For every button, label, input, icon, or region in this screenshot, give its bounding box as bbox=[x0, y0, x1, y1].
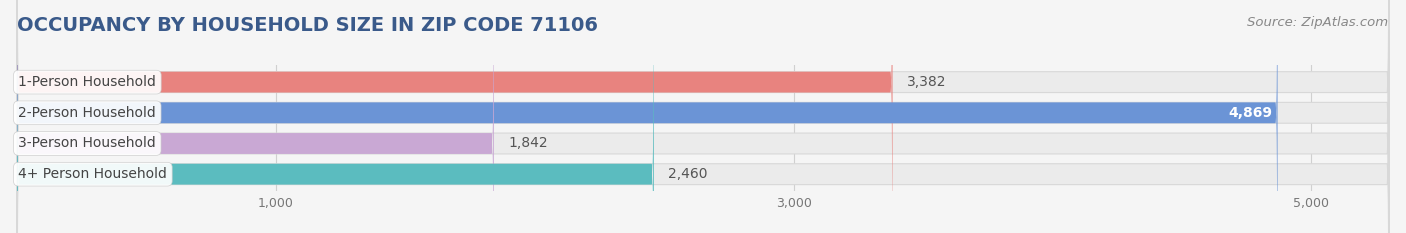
Text: Source: ZipAtlas.com: Source: ZipAtlas.com bbox=[1247, 16, 1388, 29]
Text: OCCUPANCY BY HOUSEHOLD SIZE IN ZIP CODE 71106: OCCUPANCY BY HOUSEHOLD SIZE IN ZIP CODE … bbox=[17, 16, 598, 35]
FancyBboxPatch shape bbox=[17, 0, 654, 233]
FancyBboxPatch shape bbox=[17, 0, 1389, 233]
Text: 4+ Person Household: 4+ Person Household bbox=[18, 167, 167, 181]
Text: 4,869: 4,869 bbox=[1229, 106, 1272, 120]
Text: 2,460: 2,460 bbox=[668, 167, 707, 181]
Text: 2-Person Household: 2-Person Household bbox=[18, 106, 156, 120]
Text: 1-Person Household: 1-Person Household bbox=[18, 75, 156, 89]
FancyBboxPatch shape bbox=[17, 0, 1389, 233]
FancyBboxPatch shape bbox=[17, 0, 1389, 233]
FancyBboxPatch shape bbox=[17, 0, 1389, 233]
FancyBboxPatch shape bbox=[17, 0, 494, 233]
FancyBboxPatch shape bbox=[17, 0, 1278, 233]
Text: 3,382: 3,382 bbox=[907, 75, 946, 89]
Text: 3-Person Household: 3-Person Household bbox=[18, 137, 156, 151]
Text: 1,842: 1,842 bbox=[508, 137, 548, 151]
FancyBboxPatch shape bbox=[17, 0, 893, 233]
